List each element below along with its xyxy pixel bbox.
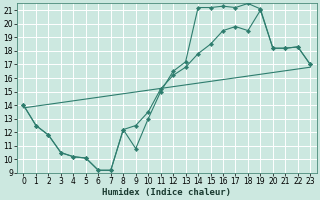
X-axis label: Humidex (Indice chaleur): Humidex (Indice chaleur) [102,188,231,197]
